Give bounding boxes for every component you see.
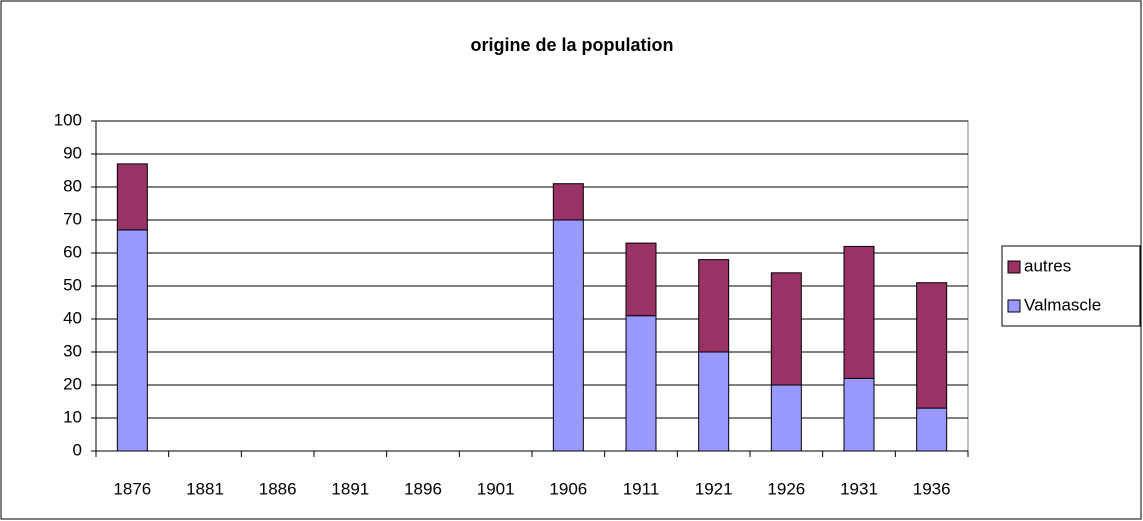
y-tick-label: 100: [54, 110, 82, 129]
legend-label: Valmascle: [1024, 295, 1101, 314]
bar-segment: [843, 245, 875, 379]
y-tick-label: 0: [73, 440, 82, 459]
y-tick-label: 40: [63, 308, 82, 327]
legend-box: [1001, 245, 1141, 327]
x-tick-label: 1876: [113, 479, 151, 498]
y-tick-label: 20: [63, 374, 82, 393]
y-tick-label: 80: [63, 176, 82, 195]
y-tick-label: 50: [63, 275, 82, 294]
bar-segment: [116, 163, 148, 231]
x-tick-label: 1906: [549, 479, 587, 498]
bar-segment: [916, 407, 948, 452]
x-tick-label: 1891: [331, 479, 369, 498]
x-tick-label: 1921: [695, 479, 733, 498]
y-tick-label: 70: [63, 209, 82, 228]
x-tick-label: 1881: [186, 479, 224, 498]
y-tick-label: 10: [63, 407, 82, 426]
bar-segment: [625, 242, 657, 317]
x-tick-label: 1936: [913, 479, 951, 498]
bar-segment: [843, 377, 875, 452]
legend-label: autres: [1024, 256, 1071, 275]
bar-segment: [698, 351, 730, 452]
x-tick-label: 1931: [840, 479, 878, 498]
x-tick-label: 1896: [404, 479, 442, 498]
chart-title: origine de la population: [470, 35, 673, 55]
y-tick-label: 90: [63, 143, 82, 162]
x-tick-label: 1886: [259, 479, 297, 498]
bar-segment: [552, 219, 584, 452]
bar-segment: [625, 315, 657, 452]
bar-segment: [116, 229, 148, 452]
x-tick-label: 1911: [623, 479, 660, 498]
bar-segment: [552, 183, 584, 221]
legend-swatch: [1007, 260, 1021, 274]
legend-swatch: [1007, 299, 1021, 313]
bar-segment: [770, 272, 802, 386]
y-tick-label: 30: [63, 341, 82, 360]
bar-segment: [770, 384, 802, 452]
y-tick-label: 60: [63, 242, 82, 261]
x-tick-label: 1901: [477, 479, 515, 498]
bar-segment: [916, 282, 948, 409]
x-tick-label: 1926: [767, 479, 805, 498]
bar-segment: [698, 259, 730, 353]
